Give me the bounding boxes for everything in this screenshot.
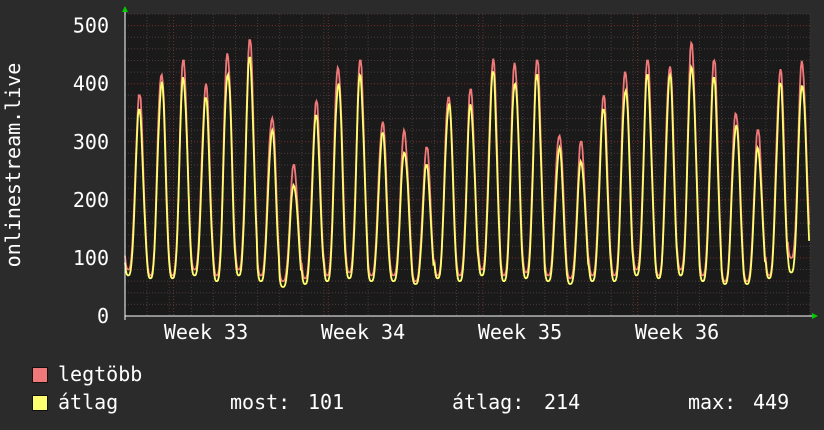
x-tick-label: Week 33: [164, 320, 248, 344]
y-axis-arrow: [122, 6, 128, 12]
stat-now-label: most:: [230, 390, 291, 414]
stat-max-label: max:: [688, 390, 737, 414]
stat-avg-value: 214: [544, 390, 581, 414]
legend-label-avg: átlag: [58, 390, 119, 414]
y-tick-label: 300: [73, 130, 109, 154]
x-tick-label: Week 35: [478, 320, 562, 344]
stat-max-value: 449: [753, 390, 790, 414]
series-line-avg: [124, 56, 810, 288]
y-tick-labels: 0 100 200 300 400 500: [73, 14, 109, 328]
stat-now-value: 101: [308, 390, 345, 414]
y-tick-label: 500: [73, 14, 109, 38]
series-layer: [124, 39, 810, 288]
legend-swatch-avg: [32, 395, 48, 411]
grid: [124, 13, 811, 317]
y-tick-label: 400: [73, 72, 109, 96]
y-tick-label: 200: [73, 188, 109, 212]
legend-label-max: legtöbb: [58, 362, 143, 386]
legend-swatch-max: [32, 367, 48, 383]
x-tick-labels: Week 33 Week 34 Week 35 Week 36: [164, 320, 719, 344]
y-axis-label: onlinestream.live: [1, 63, 25, 268]
x-axis-arrow: [812, 313, 818, 319]
axes: [122, 6, 818, 320]
x-tick-label: Week 36: [635, 320, 719, 344]
y-tick-label: 100: [73, 246, 109, 270]
x-tick-label: Week 34: [321, 320, 405, 344]
stat-avg-label: átlag:: [452, 390, 525, 414]
y-tick-label: 0: [97, 304, 109, 328]
